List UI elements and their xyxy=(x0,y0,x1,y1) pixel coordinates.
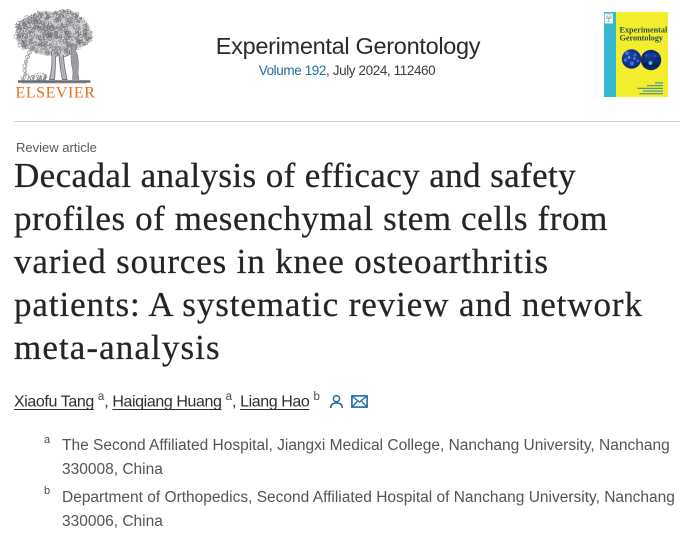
svg-text:Gerontology: Gerontology xyxy=(620,34,664,43)
svg-text:ELSEVIER: ELSEVIER xyxy=(16,85,96,102)
svg-text:Experimental: Experimental xyxy=(620,26,668,35)
